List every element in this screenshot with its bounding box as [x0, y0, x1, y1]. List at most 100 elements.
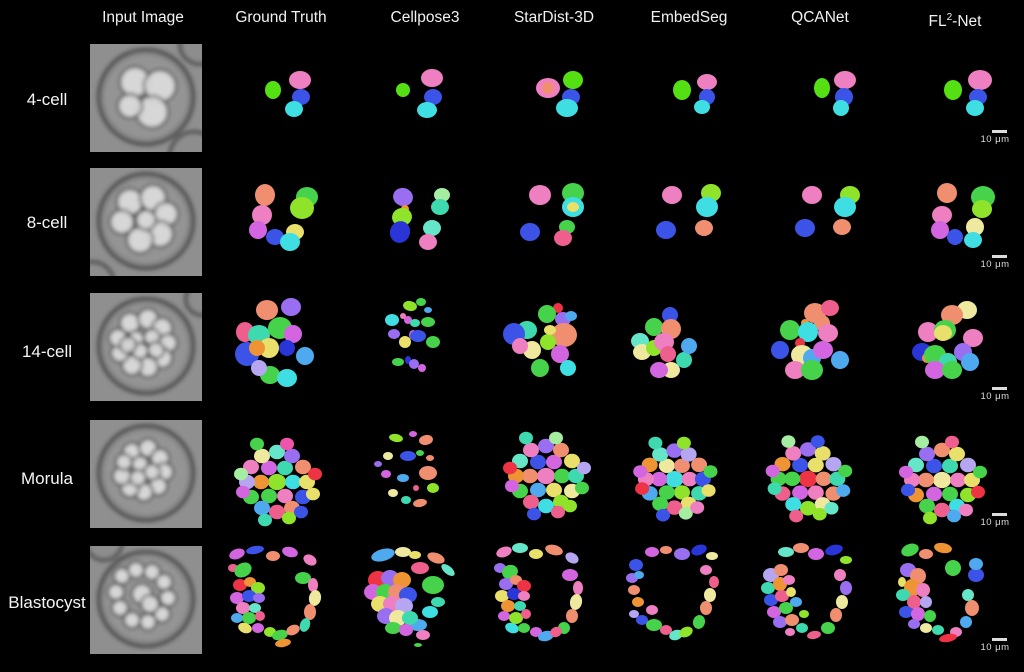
cell-blob	[517, 580, 531, 592]
cell-blob	[814, 446, 831, 461]
cell-blob	[919, 446, 935, 462]
embryo-cell	[140, 594, 160, 614]
cell-blob	[551, 323, 577, 347]
cell-blob	[966, 100, 984, 116]
cell-blob	[261, 488, 277, 504]
cell-blob	[918, 322, 938, 342]
cell-blob	[422, 576, 444, 594]
cell-blob	[799, 501, 816, 516]
cell-blob	[523, 494, 539, 510]
scalebar-label: 10 μm	[980, 516, 1010, 528]
panel-8-cell-fl2net	[931, 183, 995, 248]
cell-blob	[562, 569, 578, 581]
panel-14-cell-fl2net	[912, 301, 983, 379]
cell-blob	[934, 542, 952, 554]
cell-blob	[831, 351, 849, 369]
cell-blob	[431, 597, 445, 607]
cell-blob	[268, 473, 286, 491]
cell-blob	[947, 229, 963, 245]
cell-blob	[660, 346, 676, 362]
panel-4-cell-stardist3d	[536, 71, 583, 117]
cell-blob	[409, 431, 417, 437]
embryo-cell	[139, 613, 157, 631]
column-header-stardist3d: StarDist-3D	[513, 9, 595, 26]
scalebar-label: 10 μm	[980, 133, 1010, 145]
cell-blob	[830, 608, 842, 622]
cell-blob	[424, 307, 432, 313]
cell-blob	[564, 453, 580, 469]
cell-blob	[290, 197, 314, 219]
cell-blob	[553, 303, 563, 313]
cell-blob	[704, 588, 716, 602]
neighbor-embryo-arc	[178, 44, 202, 66]
cell-blob	[793, 543, 809, 553]
cell-blob	[413, 498, 427, 508]
cell-blob	[771, 341, 789, 359]
cell-blob	[431, 199, 449, 215]
cell-blob	[409, 359, 419, 369]
row-label-morula: Morula	[21, 469, 73, 488]
cell-blob	[413, 485, 419, 491]
cell-blob	[925, 361, 945, 379]
cell-blob	[518, 623, 530, 633]
cell-blob	[932, 206, 952, 224]
cell-blob	[577, 461, 591, 475]
panel-14-cell-stardist3d	[503, 303, 577, 377]
cell-blob	[514, 601, 526, 611]
panel-14-cell-embedseg	[631, 307, 697, 378]
cell-blob	[961, 353, 979, 371]
cell-blob	[519, 431, 533, 445]
cell-blob	[764, 594, 778, 606]
panel-14-cell-cellpose3	[385, 298, 440, 372]
cell-blob	[656, 508, 670, 522]
cell-blob	[700, 565, 712, 575]
cell-blob	[565, 552, 579, 564]
cell-blob	[968, 70, 992, 90]
cell-blob	[969, 558, 983, 570]
scalebar-line	[992, 387, 1007, 390]
cell-blob	[509, 612, 523, 624]
cell-blob	[652, 447, 669, 462]
cell-blob	[812, 507, 827, 521]
panel-8-cell-embedseg	[656, 184, 721, 239]
cell-blob	[963, 329, 983, 347]
cell-blob	[392, 207, 412, 227]
cell-blob	[838, 464, 853, 478]
cell-blob	[389, 433, 403, 443]
cell-blob	[424, 89, 442, 105]
cell-blob	[289, 71, 311, 89]
embryo-cell	[109, 209, 135, 235]
cell-blob	[230, 592, 244, 604]
cell-blob	[266, 551, 280, 561]
cell-blob	[527, 507, 541, 521]
cell-blob	[706, 552, 718, 560]
cell-blob	[560, 360, 576, 376]
cell-blob	[825, 544, 843, 556]
cell-blob	[518, 591, 530, 601]
cell-blob	[252, 205, 272, 225]
cell-blob	[551, 505, 565, 519]
cell-blob	[634, 571, 644, 579]
panel-14-cell-ground-truth	[235, 298, 314, 387]
cell-blob	[836, 595, 848, 609]
cell-blob	[669, 629, 683, 641]
cell-blob	[399, 624, 413, 636]
cell-blob	[255, 184, 275, 206]
cell-blob	[908, 457, 924, 473]
cell-blob	[261, 460, 277, 476]
cell-blob	[551, 345, 569, 363]
cell-blob	[501, 600, 515, 612]
cell-blob	[899, 465, 913, 479]
cell-blob	[416, 630, 430, 640]
cell-blob	[701, 484, 716, 497]
cell-blob	[254, 448, 270, 464]
cell-blob	[422, 606, 438, 618]
cell-blob	[700, 601, 712, 615]
cell-blob	[388, 329, 400, 339]
cell-blob	[632, 597, 644, 607]
embryo-cell	[155, 573, 173, 591]
cell-blob	[389, 221, 411, 243]
cell-blob	[284, 325, 302, 343]
cell-blob	[505, 622, 519, 634]
panel-8-cell-cellpose3	[389, 187, 450, 250]
